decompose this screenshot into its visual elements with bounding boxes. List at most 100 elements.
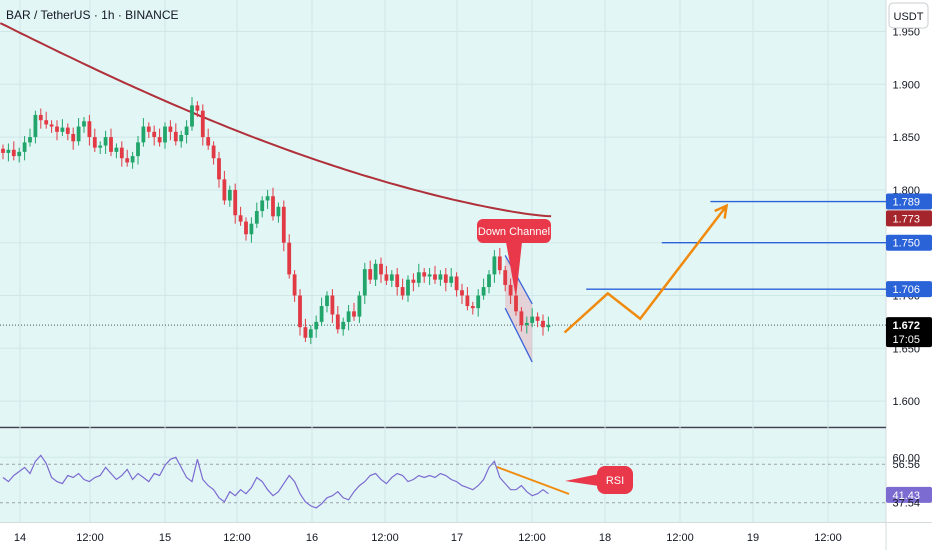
time-tick-label: 12:00: [76, 532, 104, 544]
candle: [238, 206, 243, 226]
candle: [103, 130, 108, 154]
candle-body: [373, 263, 378, 280]
candle-body: [454, 276, 459, 291]
candle-body: [179, 134, 184, 142]
callout-label: Down Channel: [478, 226, 550, 238]
axis-label-text: 1.750: [892, 238, 920, 250]
candle: [481, 278, 486, 300]
time-tick-label: 12:00: [814, 532, 842, 544]
candle-body: [254, 211, 259, 224]
candle-body: [449, 276, 454, 283]
candle: [38, 108, 43, 129]
axis-label-box: [886, 210, 932, 227]
candle-body: [1, 148, 5, 153]
candle: [449, 268, 454, 288]
candle: [281, 200, 286, 252]
candle: [82, 117, 86, 133]
candle-body: [308, 329, 313, 338]
candle-body: [173, 131, 178, 142]
axis-label-text: 1.706: [892, 284, 920, 296]
candle-body: [87, 121, 92, 138]
candle-body: [503, 270, 508, 285]
axis-price-label[interactable]: 1.789: [886, 193, 932, 210]
candle: [406, 275, 410, 302]
axis-price-label[interactable]: 1.706: [886, 281, 932, 298]
time-tick-label: 12:00: [666, 532, 694, 544]
axis-price-label[interactable]: 1.750: [886, 234, 932, 251]
callout-box: [477, 219, 551, 243]
candle: [179, 130, 184, 148]
last-price-value: 1.672: [892, 320, 920, 332]
candle-body: [152, 131, 157, 138]
candle: [60, 119, 65, 137]
currency-button-frame: [888, 2, 929, 29]
candle-body: [49, 124, 54, 127]
axis-price-label[interactable]: 1.773: [886, 210, 932, 227]
candle: [400, 278, 405, 300]
time-tick-label: 15: [159, 532, 171, 544]
candle-body: [130, 156, 135, 163]
candle-body: [400, 287, 405, 296]
candle: [535, 312, 540, 328]
candle: [411, 273, 416, 292]
currency-label: USDT: [894, 11, 924, 23]
candle: [33, 110, 38, 144]
chart-title: BAR / TetherUS · 1h · BINANCE: [6, 8, 179, 22]
last-price-badge[interactable]: 1.672 17:05: [886, 317, 932, 348]
candle-body: [233, 189, 238, 216]
candle-body: [341, 321, 346, 330]
candle: [217, 151, 221, 188]
candle-body: [82, 121, 86, 127]
price-axis-background: [886, 0, 932, 550]
candle: [184, 120, 189, 144]
candle: [28, 128, 32, 147]
candle-body: [379, 263, 383, 275]
candle: [265, 189, 270, 209]
candle-body: [352, 311, 356, 317]
candle-body: [38, 114, 43, 121]
candle-body: [71, 133, 76, 142]
axis-label-box: [886, 281, 932, 298]
rsi-callout-pointer: [565, 474, 599, 486]
time-tick-label: 12:00: [371, 532, 399, 544]
candle-body: [287, 242, 292, 275]
candle: [71, 127, 76, 150]
candle-body: [184, 126, 189, 135]
candle: [303, 318, 308, 342]
candle-body: [11, 149, 16, 157]
rsi-pane-background: [0, 429, 886, 522]
time-axis-ticks: 14 12:00 15 12:00 16 12:00 17 12:00 18 12:00 19 12:…: [14, 532, 842, 544]
candle: [325, 291, 329, 313]
rsi-tick-label: 37.54: [892, 498, 920, 510]
candle: [373, 259, 378, 286]
candle-body: [460, 290, 464, 296]
candle-body: [163, 126, 167, 143]
candle-body: [389, 274, 394, 281]
rsi-value-badge[interactable]: [886, 486, 932, 503]
time-tick-label: 18: [599, 532, 611, 544]
channel-lower-line[interactable]: [504, 307, 533, 363]
candle-body: [168, 126, 173, 132]
down-channel-callout[interactable]: Down Channel: [477, 219, 551, 298]
callout-pointer: [506, 242, 522, 298]
candle-body: [411, 279, 416, 283]
candle-body: [497, 256, 502, 271]
candle-body: [406, 279, 410, 296]
down-channel[interactable]: [504, 255, 533, 363]
candle-body: [443, 274, 448, 283]
moving-average-line: [0, 22, 552, 218]
axis-price-labels[interactable]: 1.789 1.750 1.706 1.773 1.672 17:05: [886, 193, 932, 348]
candle-body: [28, 137, 32, 143]
candle-body: [465, 295, 470, 307]
candle-body: [508, 284, 513, 296]
rsi-callout[interactable]: RSI: [565, 466, 633, 494]
currency-button[interactable]: USDT: [888, 2, 929, 29]
candle: [276, 202, 281, 223]
time-tick-label: 12:00: [223, 532, 251, 544]
candle: [497, 247, 502, 275]
candle: [49, 120, 54, 133]
channel-upper-line[interactable]: [504, 255, 533, 305]
candle-body: [546, 325, 551, 328]
